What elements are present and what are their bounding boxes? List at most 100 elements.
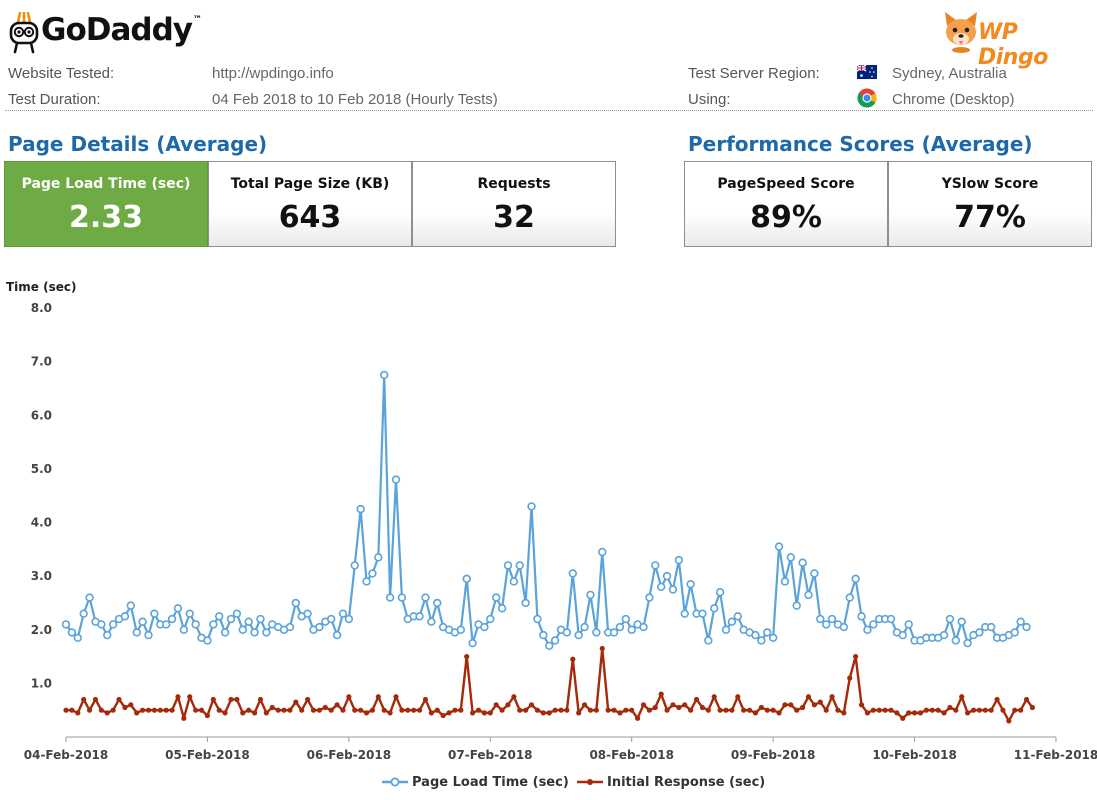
data-point xyxy=(521,598,530,608)
data-point xyxy=(167,614,177,624)
x-tick-label: 05-Feb-2018 xyxy=(165,748,250,762)
data-point xyxy=(982,707,988,713)
data-point xyxy=(835,707,841,713)
data-point xyxy=(656,582,666,592)
data-point xyxy=(1016,617,1025,626)
data-point xyxy=(499,707,505,713)
data-point xyxy=(888,707,894,713)
dingo-mascot-icon xyxy=(945,12,977,53)
data-point xyxy=(151,707,157,713)
data-point xyxy=(751,630,760,640)
data-point xyxy=(163,707,169,713)
data-point xyxy=(369,707,376,713)
data-point xyxy=(763,628,772,637)
data-point xyxy=(433,598,442,608)
data-point xyxy=(817,699,823,705)
data-point xyxy=(839,622,849,632)
data-point xyxy=(792,601,801,610)
data-point xyxy=(332,630,342,640)
data-point xyxy=(198,707,205,713)
data-point xyxy=(970,707,977,713)
data-point xyxy=(328,707,334,713)
data-point xyxy=(652,704,658,711)
data-point xyxy=(994,696,1000,703)
data-point xyxy=(528,702,535,708)
data-point xyxy=(564,707,570,713)
data-point xyxy=(662,571,672,581)
data-point xyxy=(299,707,305,713)
data-point xyxy=(511,694,517,700)
data-point xyxy=(244,617,253,626)
data-point xyxy=(693,696,700,703)
data-point xyxy=(103,630,112,640)
total-page-size-card: Total Page Size (KB) 643 xyxy=(208,161,412,247)
data-point xyxy=(546,710,552,716)
data-point xyxy=(262,628,271,637)
data-point xyxy=(923,707,929,713)
data-point xyxy=(497,604,507,613)
metric-value: 32 xyxy=(493,200,535,235)
data-point xyxy=(81,696,87,703)
data-point xyxy=(869,620,878,629)
y-tick-label: 2.0 xyxy=(31,623,52,637)
data-point xyxy=(191,620,200,629)
data-point xyxy=(599,645,605,652)
data-point xyxy=(710,604,719,613)
data-point xyxy=(898,630,907,640)
data-point xyxy=(358,707,364,713)
data-point xyxy=(699,704,706,711)
y-tick-label: 3.0 xyxy=(31,569,52,583)
data-point xyxy=(645,593,654,602)
data-point xyxy=(886,614,896,624)
data-point xyxy=(568,569,577,578)
x-tick-label: 08-Feb-2018 xyxy=(589,748,674,762)
legend-swatch-marker xyxy=(587,779,593,785)
data-point xyxy=(945,614,955,624)
series-line xyxy=(65,373,1028,647)
data-point xyxy=(611,707,617,713)
data-point xyxy=(97,620,106,629)
data-point xyxy=(220,628,230,637)
godaddy-logo: GoDaddy™ xyxy=(8,6,202,58)
data-point xyxy=(303,609,312,618)
data-point xyxy=(458,707,464,713)
godaddy-wordmark: GoDaddy xyxy=(41,12,193,48)
data-point xyxy=(456,625,466,634)
data-point xyxy=(340,707,346,713)
data-point xyxy=(232,609,242,618)
data-point xyxy=(475,707,482,713)
data-point xyxy=(305,696,311,703)
data-point xyxy=(446,710,452,716)
data-point xyxy=(574,630,583,640)
data-point xyxy=(503,561,513,570)
data-point xyxy=(363,710,370,716)
data-point xyxy=(209,620,218,629)
data-point xyxy=(263,710,269,716)
data-point xyxy=(509,577,519,586)
data-point xyxy=(623,707,629,713)
wpdingo-wordmark: WP Dingo xyxy=(978,20,1048,70)
data-point xyxy=(534,707,541,713)
metric-value: 89% xyxy=(750,200,822,235)
data-point xyxy=(181,715,187,721)
data-point xyxy=(904,620,913,629)
data-point xyxy=(976,707,982,713)
data-point xyxy=(1000,707,1006,713)
data-point xyxy=(668,585,678,594)
data-point xyxy=(570,656,576,662)
data-point xyxy=(116,696,122,703)
data-point xyxy=(776,710,782,716)
requests-card: Requests 32 xyxy=(412,161,616,247)
data-point xyxy=(929,707,935,713)
data-point xyxy=(179,625,189,634)
data-point xyxy=(829,694,835,700)
data-point xyxy=(428,710,434,716)
test-duration-value: 04 Feb 2018 to 10 Feb 2018 (Hourly Tests… xyxy=(212,91,498,108)
data-point xyxy=(434,707,440,713)
data-point xyxy=(222,710,228,716)
pagespeed-score-card: PageSpeed Score 89% xyxy=(684,161,888,247)
legend-label: Page Load Time (sec) xyxy=(412,775,569,790)
chart-legend: Page Load Time (sec) Initial Response (se… xyxy=(382,775,765,790)
data-point xyxy=(505,702,511,708)
x-tick-label: 04-Feb-2018 xyxy=(24,748,109,762)
